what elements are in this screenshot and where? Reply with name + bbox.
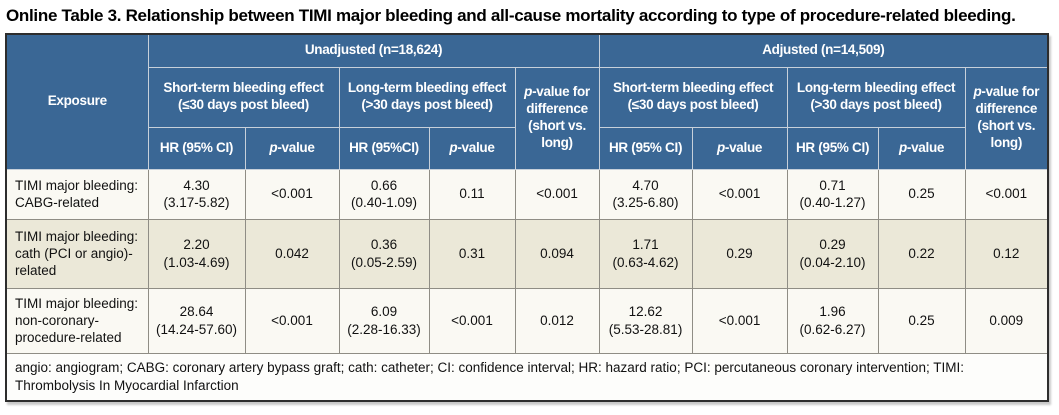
colheader-unadj-short-p: p-value	[244, 126, 340, 170]
subheader-adj-short-term: Short-term bleeding effect (≤30 days pos…	[598, 66, 788, 128]
table-row-cabg: TIMI major bleeding: CABG-related 4.30 (3…	[5, 168, 1049, 220]
colheader-adj-short-p: p-value	[691, 126, 788, 170]
pvalue-label-rest: -value	[457, 139, 495, 155]
online-table-3: Exposure Unadjusted (n=18,624) Adjusted …	[5, 33, 1050, 402]
hr-value: 0.36	[370, 237, 398, 253]
p-italic: p	[973, 84, 982, 100]
cell-adj-short-p: <0.001	[691, 168, 788, 220]
table-row-cath: TIMI major bleeding: cath (PCI or angio)…	[5, 218, 1049, 289]
p-italic: p	[716, 139, 725, 155]
colheader-unadj-long-p: p-value	[428, 126, 516, 170]
colheader-adj-short-hr: HR (95% CI)	[598, 126, 693, 170]
cell-unadj-short-hr: 28.64 (14.24-57.60)	[147, 287, 246, 354]
cell-adj-long-p: 0.22	[877, 218, 966, 289]
header-row-columns: HR (95% CI) p-value HR (95%CI) p-value H…	[6, 126, 1048, 170]
pdiff-header-unadj: p-value for difference (short vs. long)	[514, 66, 600, 170]
abbreviations-footnote: angio: angiogram; CABG: coronary artery …	[5, 352, 1049, 402]
p-italic: p	[449, 139, 458, 155]
colheader-adj-long-hr: HR (95% CI)	[786, 126, 879, 170]
pdiff-label-rest: -value for difference (short vs. long)	[975, 84, 1040, 150]
cell-unadj-long-p: 0.31	[428, 218, 516, 289]
footnote-row: angio: angiogram; CABG: coronary artery …	[5, 352, 1049, 402]
cell-unadj-long-hr: 0.36 (0.05-2.59)	[338, 218, 430, 289]
cell-unadj-pdiff: <0.001	[514, 168, 600, 220]
hr-value: 1.71	[632, 237, 659, 253]
cell-unadj-long-p: <0.001	[428, 287, 516, 354]
hr-ci: (14.24-57.60)	[155, 321, 238, 337]
exposure-header: Exposure	[5, 33, 149, 170]
hr-value: 1.96	[819, 304, 846, 320]
subheader-unadj-short-term: Short-term bleeding effect (≤30 days pos…	[147, 66, 340, 128]
pvalue-label-rest: -value	[906, 139, 945, 155]
p-italic: p	[524, 84, 533, 100]
cell-adj-long-hr: 1.96 (0.62-6.27)	[786, 287, 879, 354]
cell-unadj-pdiff: 0.094	[514, 218, 600, 289]
colheader-adj-long-p: p-value	[877, 126, 966, 170]
cell-unadj-long-hr: 0.66 (0.40-1.09)	[338, 168, 430, 220]
cell-adj-pdiff: 0.12	[964, 218, 1049, 289]
cell-unadj-short-p: <0.001	[244, 168, 340, 220]
cell-exposure: TIMI major bleeding: cath (PCI or angio)…	[5, 218, 149, 289]
subheader-adj-long-term: Long-term bleeding effect (>30 days post…	[786, 66, 966, 128]
cell-unadj-short-hr: 4.30 (3.17-5.82)	[147, 168, 246, 220]
hr-value: 0.66	[370, 177, 398, 193]
cell-unadj-short-hr: 2.20 (1.03-4.69)	[147, 218, 246, 289]
hr-ci: (0.40-1.27)	[799, 195, 866, 210]
p-italic: p	[269, 139, 278, 155]
cell-adj-pdiff: <0.001	[964, 168, 1049, 220]
pvalue-label-rest: -value	[724, 139, 763, 155]
hr-ci: (0.04-2.10)	[799, 254, 866, 270]
cell-adj-long-p: 0.25	[877, 287, 966, 354]
hr-value: 0.29	[819, 237, 846, 253]
subheader-unadj-long-term: Long-term bleeding effect (>30 days post…	[338, 66, 516, 128]
table-row-non-coronary: TIMI major bleeding: non-coronary-proced…	[5, 287, 1049, 354]
colheader-unadj-long-hr: HR (95%CI)	[338, 126, 430, 170]
cell-unadj-long-hr: 6.09 (2.28-16.33)	[338, 287, 430, 354]
hr-ci: (0.40-1.09)	[350, 195, 418, 210]
table-title: Online Table 3. Relationship between TIM…	[6, 6, 1016, 25]
hr-ci: (3.17-5.82)	[163, 195, 230, 210]
hr-ci: (1.03-4.69)	[163, 254, 230, 270]
cell-unadj-pdiff: 0.012	[514, 287, 600, 354]
cell-unadj-short-p: 0.042	[244, 218, 340, 289]
hr-value: 28.64	[179, 304, 214, 320]
cell-adj-short-hr: 1.71 (0.63-4.62)	[598, 218, 693, 289]
cell-unadj-short-p: <0.001	[244, 287, 340, 354]
hr-value: 12.62	[628, 304, 663, 320]
pvalue-label-rest: -value	[277, 139, 315, 155]
pdiff-label-rest: -value for difference (short vs. long)	[526, 84, 590, 150]
pdiff-header-adj: p-value for difference (short vs. long)	[964, 66, 1049, 170]
colheader-unadj-short-hr: HR (95% CI)	[147, 126, 246, 170]
group-header-adjusted: Adjusted (n=14,509)	[598, 33, 1049, 68]
cell-adj-short-hr: 4.70 (3.25-6.80)	[598, 168, 693, 220]
hr-ci: (2.28-16.33)	[347, 321, 421, 337]
hr-value: 0.71	[819, 177, 846, 193]
cell-exposure: TIMI major bleeding: non-coronary-proced…	[5, 287, 149, 354]
cell-adj-long-hr: 0.71 (0.40-1.27)	[786, 168, 879, 220]
hr-ci: (0.05-2.59)	[350, 254, 418, 270]
cell-adj-short-p: <0.001	[691, 287, 788, 354]
header-row-groups: Exposure Unadjusted (n=18,624) Adjusted …	[5, 33, 1049, 170]
group-header-unadjusted: Unadjusted (n=18,624)	[147, 33, 600, 68]
cell-adj-short-hr: 12.62 (5.53-28.81)	[598, 287, 693, 354]
cell-adj-pdiff: 0.009	[964, 287, 1049, 354]
hr-value: 6.09	[370, 304, 398, 320]
hr-ci: (3.25-6.80)	[612, 195, 679, 210]
header-row-subgroups: Short-term bleeding effect (≤30 days pos…	[6, 66, 1049, 170]
cell-adj-long-hr: 0.29 (0.04-2.10)	[786, 218, 879, 289]
hr-value: 2.20	[183, 237, 210, 253]
p-italic: p	[898, 139, 907, 155]
cell-adj-long-p: 0.25	[877, 168, 966, 220]
cell-exposure: TIMI major bleeding: CABG-related	[5, 168, 149, 220]
hr-value: 4.30	[183, 177, 210, 193]
cell-adj-short-p: 0.29	[691, 218, 788, 289]
cell-unadj-long-p: 0.11	[428, 168, 516, 220]
hr-ci: (0.63-4.62)	[612, 254, 679, 270]
hr-ci: (0.62-6.27)	[799, 321, 866, 337]
hr-ci: (5.53-28.81)	[608, 321, 683, 337]
hr-value: 4.70	[632, 177, 659, 193]
